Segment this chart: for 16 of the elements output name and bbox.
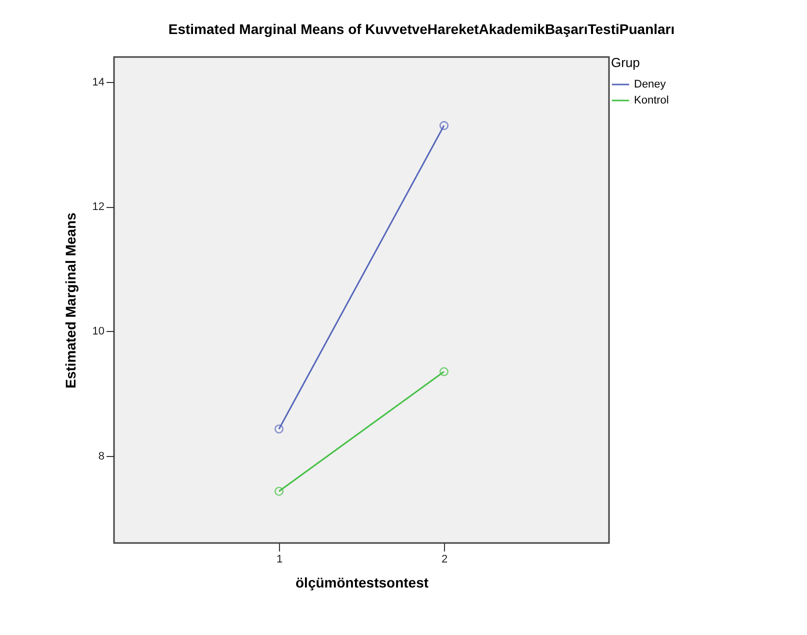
point (439, 367, 449, 376)
x-tick-label: 1 (276, 554, 283, 566)
chart-title: Estimated Marginal Means of KuvvetveHareketAkademikBaşarıTestiPuanları (168, 21, 675, 37)
point (439, 121, 449, 130)
x-axis-title: ölçümöntestsontest (295, 574, 429, 590)
y-axis-title: Estimated Marginal Means (62, 212, 78, 388)
point (274, 486, 284, 496)
y-tick-label: 14 (92, 76, 104, 88)
y-tick-label: 8 (98, 450, 104, 462)
legend-label: Kontrol (634, 94, 669, 106)
y-tick-label: 12 (92, 201, 104, 214)
legend-label: Deney (634, 78, 666, 90)
y-tick-label: 10 (92, 326, 104, 338)
x-tick-label: 2 (441, 554, 448, 566)
point (274, 424, 284, 434)
legend-title: Grup (611, 55, 640, 70)
